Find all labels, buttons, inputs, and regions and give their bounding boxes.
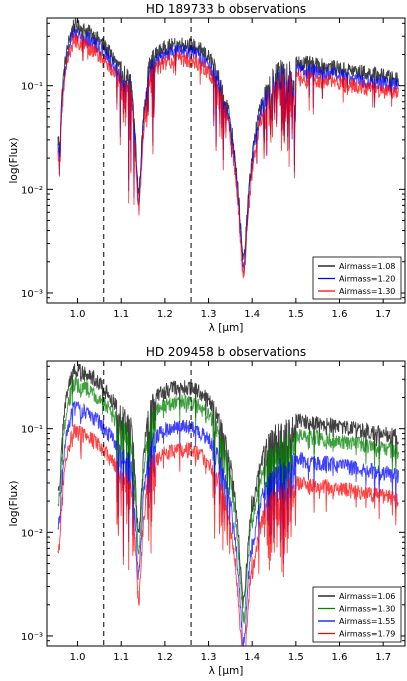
x-tick-label: 1.0 (70, 309, 86, 320)
x-tick-label: 1.2 (157, 309, 173, 320)
y-tick-label: 10⁻² (21, 185, 43, 196)
series-group (57, 18, 399, 279)
chart-title: HD 189733 b observations (146, 2, 306, 16)
chart-hd189733: HD 189733 b observations 1.0 1.1 1.2 1.3 1.4 1… (8, 2, 406, 334)
x-tick-label: 1.7 (375, 652, 391, 663)
legend-entry-1: Airmass=1.08 (339, 262, 395, 271)
x-tick-label: 1.1 (113, 652, 129, 663)
x-tick-label: 1.4 (244, 309, 260, 320)
plot-frame (46, 17, 406, 304)
x-axis-label: λ [μm] (209, 322, 244, 334)
x-tick-label: 1.6 (332, 309, 348, 320)
legend-entry-2: Airmass=1.30 (339, 605, 395, 614)
legend: Airmass=1.06 Airmass=1.30 Airmass=1.55 Airm… (312, 586, 402, 643)
y-axis-label: log(Flux) (8, 137, 20, 183)
x-tick-label: 1.4 (244, 652, 260, 663)
legend-entry-3: Airmass=1.30 (339, 287, 395, 296)
plot-frame (46, 360, 406, 647)
legend-entry-1: Airmass=1.06 (339, 592, 395, 601)
legend: Airmass=1.08 Airmass=1.20 Airmass=1.30 (312, 256, 402, 300)
series-line-1 (57, 363, 399, 609)
legend-entry-2: Airmass=1.20 (339, 275, 395, 284)
series-line-2 (57, 376, 399, 624)
x-tick-label: 1.2 (157, 652, 173, 663)
series-line-3 (57, 33, 399, 279)
x-tick-label: 1.3 (201, 652, 217, 663)
chart-title: HD 209458 b observations (146, 345, 306, 359)
x-tick-label: 1.3 (201, 309, 217, 320)
y-axis-label: log(Flux) (8, 480, 20, 526)
legend-entry-4: Airmass=1.79 (339, 630, 395, 639)
chart-hd209458: HD 209458 b observations 1.0 1.1 1.2 1.3 1.4 1… (8, 345, 406, 677)
series-line-4 (57, 424, 399, 646)
x-tick-label: 1.5 (288, 652, 304, 663)
x-tick-label: 1.1 (113, 309, 129, 320)
y-tick-label: 10⁻² (21, 528, 43, 539)
x-tick-label: 1.5 (288, 309, 304, 320)
x-tick-label: 1.6 (332, 652, 348, 663)
series-line-3 (57, 400, 399, 646)
legend-entry-3: Airmass=1.55 (339, 617, 395, 626)
y-tick-label: 10⁻¹ (21, 425, 43, 436)
x-axis-label: λ [μm] (209, 665, 244, 677)
y-tick-label: 10⁻³ (21, 289, 43, 300)
x-tick-label: 1.0 (70, 652, 86, 663)
y-tick-label: 10⁻³ (21, 632, 43, 643)
series-group (57, 363, 399, 646)
x-tick-label: 1.7 (375, 309, 391, 320)
y-tick-label: 10⁻¹ (21, 82, 43, 93)
